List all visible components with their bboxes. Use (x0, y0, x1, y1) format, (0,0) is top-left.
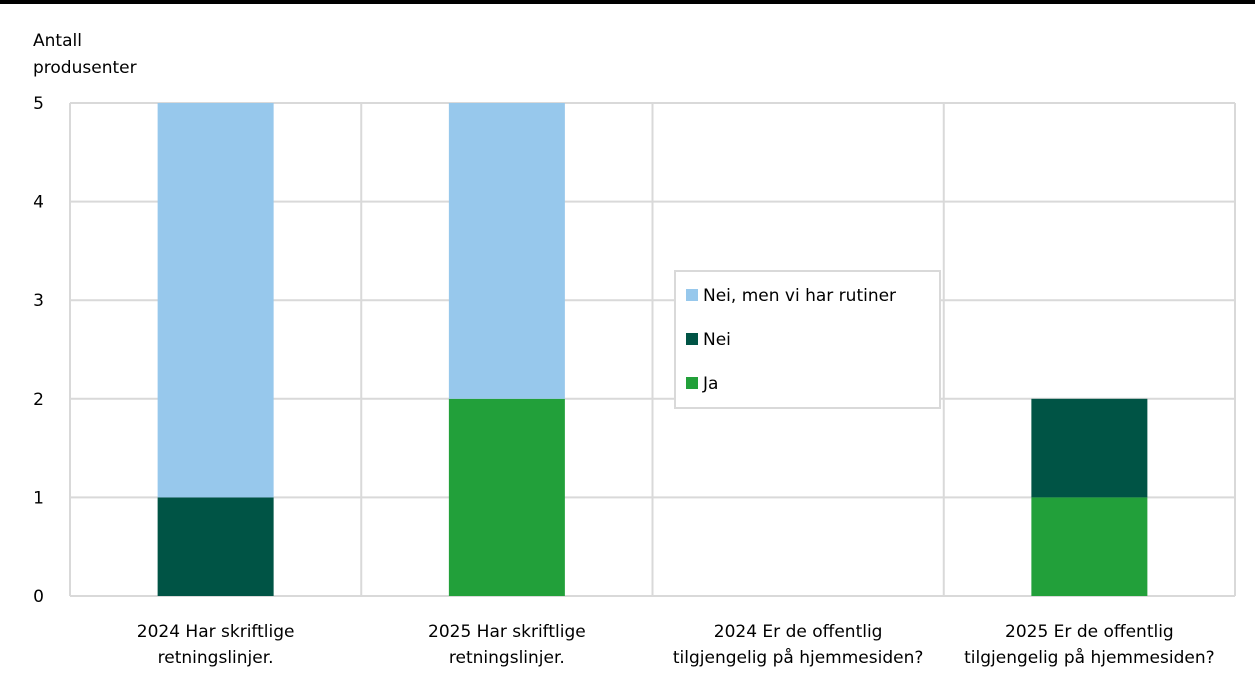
bar-segment (1031, 497, 1148, 596)
category-label-line: 2024 Har skriftlige (137, 622, 295, 642)
category-label-line: 2025 Har skriftlige (428, 622, 586, 642)
y-tick-label: 5 (33, 94, 44, 114)
category-label-line: retningslinjer. (449, 648, 565, 668)
legend: Nei, men vi har rutiner Nei Ja (674, 270, 941, 409)
bars (157, 103, 1148, 596)
category-label-line: tilgjengelig på hjemmesiden? (673, 647, 924, 668)
y-axis-title: Antall produsenter (33, 31, 137, 78)
legend-swatch (686, 333, 698, 345)
category-label-line: retningslinjer. (158, 648, 274, 668)
legend-swatch (686, 377, 698, 389)
y-tick-label: 3 (33, 291, 44, 311)
legend-label: Ja (702, 374, 718, 394)
y-tick-label: 1 (33, 488, 44, 508)
legend-label: Nei (703, 330, 731, 350)
category-label-line: 2025 Er de offentlig (1005, 622, 1174, 642)
bar-segment (448, 398, 565, 596)
bar-segment (448, 103, 565, 399)
legend-swatch (686, 289, 698, 301)
y-axis-title-line: Antall (33, 31, 82, 51)
y-axis-title-line: produsenter (33, 58, 137, 78)
y-tick-label: 2 (33, 390, 44, 410)
category-label-line: tilgjengelig på hjemmesiden? (964, 647, 1215, 668)
bar-segment (157, 497, 274, 596)
bar-segment (1031, 398, 1148, 498)
bar-segment (157, 103, 274, 498)
top-rule (0, 0, 1255, 4)
y-tick-label: 0 (33, 587, 44, 607)
category-label-line: 2024 Er de offentlig (714, 622, 883, 642)
legend-label: Nei, men vi har rutiner (703, 286, 896, 306)
legend-box (674, 270, 941, 409)
y-tick-label: 4 (33, 193, 44, 213)
y-tick-labels: 0 1 2 3 4 5 (33, 94, 44, 607)
category-labels: 2024 Har skriftlige retningslinjer. 2025 H… (137, 622, 1215, 668)
